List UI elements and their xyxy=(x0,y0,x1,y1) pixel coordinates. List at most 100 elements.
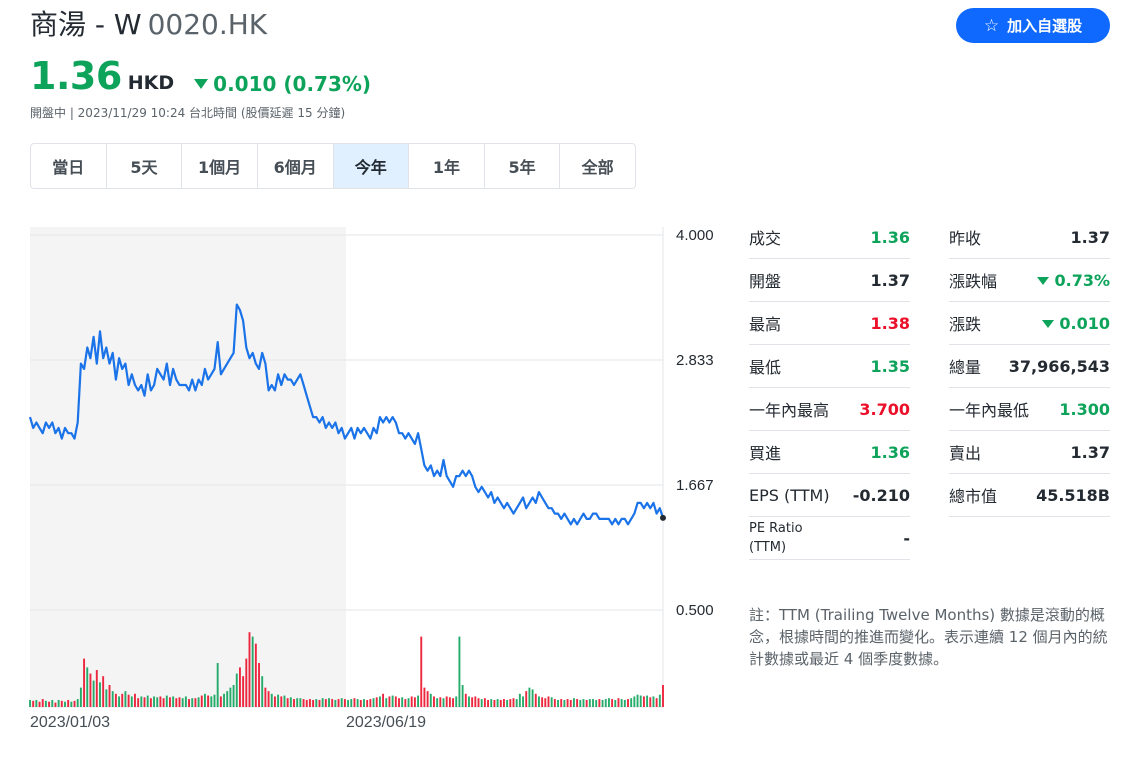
stat-value: 1.35 xyxy=(871,357,910,376)
stat-row: 開盤 1.37 xyxy=(749,259,910,302)
stat-value: - xyxy=(903,529,910,548)
range-tab[interactable]: 6個月 xyxy=(258,144,334,188)
volume-bar xyxy=(518,693,521,707)
volume-bar xyxy=(496,699,499,707)
y-tick-label: 1.667 xyxy=(676,477,714,494)
volume-bar xyxy=(458,636,461,707)
volume-bar xyxy=(308,699,311,707)
volume-bar xyxy=(601,699,604,707)
stat-row: 昨收 1.37 xyxy=(949,216,1110,259)
range-tab[interactable]: 5年 xyxy=(485,144,561,188)
volume-bar xyxy=(480,699,483,707)
volume-bar xyxy=(560,699,563,707)
stat-value-text: 1.36 xyxy=(870,442,910,462)
volume-bar xyxy=(312,699,315,707)
stat-label: 一年內最高 xyxy=(749,401,830,420)
volume-bar xyxy=(394,696,397,707)
volume-bar xyxy=(44,700,47,707)
volume-bar xyxy=(528,687,531,707)
volume-bar xyxy=(191,698,194,707)
volume-bar xyxy=(181,698,184,707)
volume-bar xyxy=(277,694,280,707)
volume-bar xyxy=(477,698,480,707)
volume-bar xyxy=(658,694,661,707)
last-price-dot xyxy=(660,514,666,521)
volume-bar xyxy=(639,695,642,707)
volume-bar xyxy=(340,698,343,707)
down-arrow-icon xyxy=(194,79,209,89)
range-tab[interactable]: 1個月 xyxy=(182,144,258,188)
stat-value-text: 1.37 xyxy=(1070,227,1110,247)
stat-value: 0.010 xyxy=(1042,314,1110,333)
range-tab[interactable]: 當日 xyxy=(31,144,107,188)
stat-value-text: 3.700 xyxy=(859,399,910,419)
volume-bar xyxy=(248,632,251,707)
stat-value-text: 0.73% xyxy=(1054,270,1110,290)
ticker-symbol: 0020.HK xyxy=(147,8,268,41)
volume-bar xyxy=(503,699,505,707)
range-tab[interactable]: 1年 xyxy=(409,144,485,188)
stat-value: -0.210 xyxy=(853,486,910,505)
volume-bar xyxy=(474,696,477,707)
volume-bar xyxy=(499,699,502,707)
volume-bar xyxy=(569,699,572,707)
volume-bar xyxy=(200,695,203,707)
stat-row: 最高 1.38 xyxy=(749,302,910,345)
price-chart-svg: 4.000 2.833 1.667 0.500 2023/01/03 2023/06/19 xyxy=(28,227,714,731)
time-range-tabs: 當日 5天 1個月 6個月 今年 1年 5年 全部 xyxy=(30,143,636,189)
volume-bar xyxy=(563,699,566,707)
stat-row: 賣出 1.37 xyxy=(949,431,1110,474)
volume-bar xyxy=(289,697,292,707)
volume-bar xyxy=(76,699,79,707)
volume-bar xyxy=(118,696,121,707)
volume-bar xyxy=(273,696,276,707)
stats-right-column: 昨收 1.37 漲跌幅 0.73% 漲跌 0.010 總量 37,966,543 一年內最低 1.… xyxy=(949,216,1110,517)
volume-bar xyxy=(630,698,633,707)
volume-bar xyxy=(70,701,73,707)
range-tab[interactable]: 全部 xyxy=(581,158,614,177)
volume-bar xyxy=(655,698,658,707)
volume-bar xyxy=(153,696,156,707)
price-change-value: 0.010 (0.73%) xyxy=(213,72,372,96)
volume-bar xyxy=(127,694,130,707)
volume-bar xyxy=(114,693,117,707)
volume-bar xyxy=(550,697,553,707)
volume-bar xyxy=(57,699,60,707)
stat-value-text: 1.35 xyxy=(870,356,910,376)
volume-bar xyxy=(522,696,524,707)
range-tab[interactable]: 5天 xyxy=(107,144,183,188)
stat-label: 賣出 xyxy=(949,444,982,463)
add-to-watchlist-button[interactable]: ☆ 加入自選股 xyxy=(956,8,1110,43)
volume-bar xyxy=(588,699,591,707)
stat-value-text: 1.38 xyxy=(870,313,910,333)
stat-value-text: -0.210 xyxy=(852,485,910,505)
volume-bar xyxy=(245,658,248,707)
volume-bar xyxy=(343,699,346,707)
volume-bar xyxy=(321,698,324,707)
volume-bar xyxy=(267,691,270,707)
volume-bar xyxy=(652,696,655,707)
volume-bar xyxy=(404,699,407,707)
volume-bar xyxy=(108,685,111,707)
stat-label: 成交 xyxy=(749,229,782,248)
volume-bar xyxy=(642,696,645,707)
range-tab[interactable]: 今年 xyxy=(333,144,410,188)
volume-bar xyxy=(378,696,381,707)
stat-label: PE Ratio (TTM) xyxy=(749,521,803,555)
volume-bar xyxy=(413,697,416,707)
stat-value: 1.38 xyxy=(871,314,910,333)
volume-bar xyxy=(509,699,512,707)
price-chart[interactable]: 4.000 2.833 1.667 0.500 2023/01/03 2023/06/19 xyxy=(0,215,740,735)
volume-bar xyxy=(162,698,165,707)
ttm-note: 註：TTM (Trailing Twelve Months) 數據是滾動的概念，… xyxy=(749,606,1108,668)
company-name: 商湯 - W xyxy=(30,8,142,41)
volume-bar xyxy=(210,696,213,707)
volume-bar xyxy=(73,700,76,707)
volume-bar xyxy=(490,699,493,707)
volume-bar xyxy=(29,699,31,707)
volume-bar xyxy=(223,693,225,707)
stat-value-text: 37,966,543 xyxy=(1008,356,1110,376)
volume-bar xyxy=(238,667,241,707)
stat-value: 1.36 xyxy=(871,443,910,462)
volume-bar xyxy=(464,693,467,707)
